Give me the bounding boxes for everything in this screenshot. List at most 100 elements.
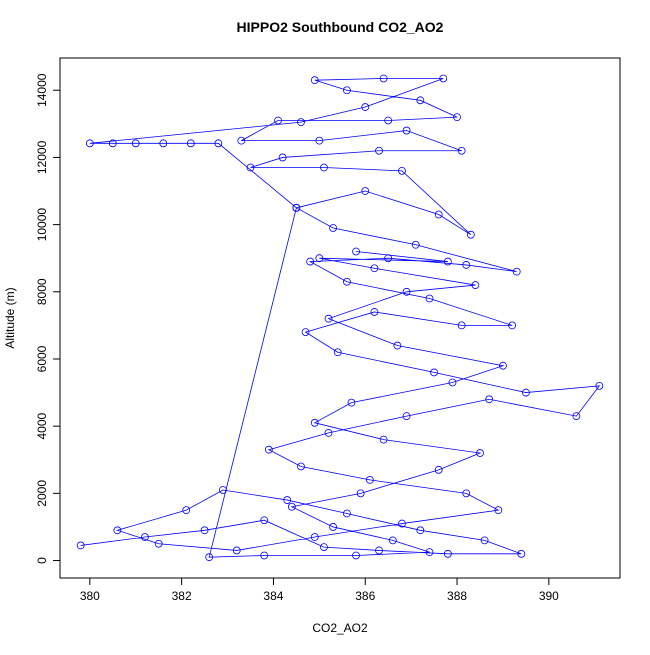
point [384,254,393,263]
point [260,551,269,560]
point [430,368,438,377]
point [425,548,434,557]
point [214,139,223,148]
point [342,509,351,518]
point [85,139,94,148]
point [301,328,310,337]
point [443,257,452,266]
point [237,136,246,145]
point [76,541,85,550]
point [499,361,507,370]
point [329,224,338,232]
point [347,398,356,407]
y-tick-label: 14000 [35,73,49,107]
x-tick-label: 386 [355,589,375,603]
x-tick-label: 390 [539,589,559,603]
point [595,381,604,390]
point [352,247,360,256]
x-tick-label: 388 [447,589,467,603]
y-axis-label: Altitude (m) [3,287,17,348]
point [379,435,388,444]
point [512,267,521,276]
y-tick-label: 2000 [35,480,49,507]
y-tick-label: 0 [35,557,49,564]
point [260,516,269,525]
point [471,281,480,289]
point [342,277,351,286]
point [375,146,383,155]
point [205,553,214,562]
point [315,136,324,145]
x-tick-label: 382 [172,589,192,603]
point [182,506,191,515]
x-tick-label: 380 [80,589,100,603]
point [329,523,338,531]
point [310,418,319,427]
point [232,546,241,555]
point [320,543,328,551]
point [324,314,333,323]
point [292,203,301,212]
point [402,126,411,135]
point [517,549,526,558]
point [342,86,351,95]
point [434,465,443,474]
point [361,187,370,195]
x-tick-label: 384 [263,589,283,603]
point [416,526,425,535]
point [315,254,324,263]
point [398,519,406,528]
point [113,526,122,535]
point [375,546,383,555]
point [480,536,489,545]
point [522,388,530,397]
point [462,261,471,269]
y-tick-label: 8000 [35,278,49,305]
point [402,412,411,420]
y-tick-label: 4000 [35,412,49,439]
point [365,476,374,484]
point [572,412,581,420]
point [333,348,342,357]
point [388,536,397,545]
point [384,116,393,125]
point [108,139,117,148]
point [131,139,140,148]
x-axis-label: CO2_AO2 [312,621,368,635]
point [246,163,255,172]
point [494,506,503,515]
point [379,74,388,83]
point [200,526,209,535]
point [186,139,195,148]
connecting-line [80,78,601,558]
point [462,489,471,498]
point [283,496,292,504]
point [448,378,457,387]
point [485,395,494,404]
plot-frame [59,57,621,579]
point [434,210,443,219]
point [274,116,282,125]
y-tick-label: 10000 [35,208,49,242]
point [297,462,305,471]
point [287,502,296,511]
point [457,146,466,155]
point [310,533,319,541]
point [411,240,420,249]
point [356,489,365,498]
point [141,533,149,541]
point [278,153,287,162]
chart-title: HIPPO2 Southbound CO2_AO2 [237,19,444,35]
y-tick-label: 12000 [35,140,49,174]
point [264,445,273,454]
point [219,486,227,494]
point [443,549,452,558]
point [425,294,434,303]
point [306,257,315,266]
point [370,308,379,316]
point [453,113,461,122]
point [466,230,475,239]
